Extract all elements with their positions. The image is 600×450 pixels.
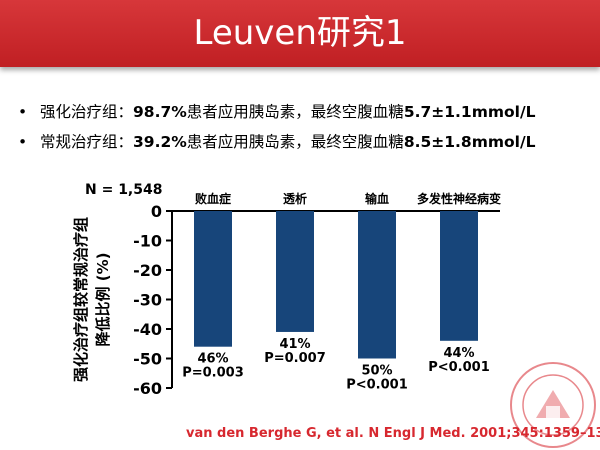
- bullet-text: 常规治疗组：39.2%患者应用胰岛素，最终空腹血糖8.5±1.8mmol/L: [40, 130, 536, 154]
- bullet-conventional: • 常规治疗组：39.2%患者应用胰岛素，最终空腹血糖8.5±1.8mmol/L: [18, 130, 598, 160]
- bullet-dot: •: [18, 133, 28, 151]
- bullet-dot: •: [18, 103, 28, 121]
- bullet-middle: 患者应用胰岛素，最终空腹血糖: [186, 133, 404, 151]
- p-value-label: P<0.001: [346, 378, 408, 393]
- y-tick-label: -10: [133, 232, 162, 251]
- category-label: 透析: [283, 191, 307, 206]
- p-value-label: P<0.001: [428, 360, 490, 375]
- y-tick-label: -60: [133, 379, 162, 398]
- title-bar: Leuven研究1: [0, 0, 600, 67]
- bullet-glucose: 5.7±1.1mmol/L: [403, 103, 536, 121]
- bar: [276, 211, 314, 332]
- bullet-prefix: 强化治疗组：: [40, 103, 134, 121]
- p-value-label: P=0.007: [264, 351, 326, 366]
- bar-value-label: 46%: [197, 352, 228, 367]
- category-label: 输血: [365, 191, 389, 206]
- bullet-intensive: • 强化治疗组：98.7%患者应用胰岛素，最终空腹血糖5.7±1.1mmol/L: [18, 100, 598, 130]
- bullet-middle: 患者应用胰岛素，最终空腹血糖: [186, 103, 404, 121]
- bullet-percent: 39.2%: [133, 133, 187, 151]
- y-axis-title: 强化治疗组较常规治疗组: [72, 217, 90, 382]
- bar-value-label: 41%: [279, 337, 310, 352]
- bullet-text: 强化治疗组：98.7%患者应用胰岛素，最终空腹血糖5.7±1.1mmol/L: [40, 100, 536, 124]
- bar-value-label: 44%: [443, 346, 474, 361]
- category-label: 多发性神经病变: [417, 191, 501, 206]
- category-label: 败血症: [195, 191, 231, 206]
- bullet-percent: 98.7%: [133, 103, 187, 121]
- bullet-list: • 强化治疗组：98.7%患者应用胰岛素，最终空腹血糖5.7±1.1mmol/L…: [18, 100, 598, 160]
- y-tick-label: -50: [133, 350, 162, 369]
- p-value-label: P=0.003: [182, 366, 244, 381]
- slide-title: Leuven研究1: [193, 13, 407, 53]
- bar: [194, 211, 232, 347]
- citation: van den Berghe G, et al. N Engl J Med. 2…: [186, 426, 600, 441]
- y-tick-label: -40: [133, 320, 162, 339]
- bullet-prefix: 常规治疗组：: [40, 133, 134, 151]
- bar: [358, 211, 396, 359]
- y-axis-title: 降低比例 (%): [94, 253, 112, 347]
- y-tick-label: 0: [151, 202, 162, 221]
- y-tick-label: -30: [133, 291, 162, 310]
- bullet-glucose: 8.5±1.8mmol/L: [403, 133, 536, 151]
- university-seal-watermark: [510, 362, 596, 448]
- sample-size-label: N = 1,548: [85, 182, 163, 198]
- bar: [440, 211, 478, 341]
- y-tick-label: -20: [133, 261, 162, 280]
- bar-value-label: 50%: [361, 364, 392, 379]
